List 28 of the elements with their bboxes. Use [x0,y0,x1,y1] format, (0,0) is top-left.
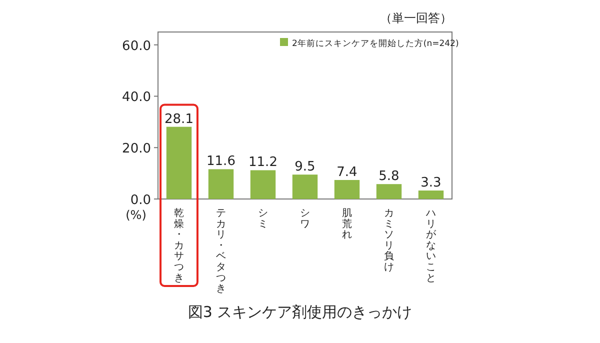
bar [334,180,360,199]
data-label: 9.5 [294,160,316,175]
x-tick-label: シミ [258,208,268,230]
x-tick-label: 乾燥・カサつき [174,207,184,284]
x-tick-label: テカリ・ベタつき [216,208,226,295]
x-tick-label: 肌荒れ [342,208,352,241]
bar [250,170,276,199]
bar [376,184,402,199]
data-label: 11.2 [248,155,278,170]
data-label: 3.3 [420,176,442,191]
text: 図3 スキンケア剤使用のきっかけ [188,303,412,321]
bar [418,190,444,199]
x-tick-label: ハリがないこと [425,208,437,284]
y-axis-title: (%) [126,208,146,222]
data-label: 7.4 [336,164,358,180]
data-label: 11.6 [206,154,236,170]
y-tick-label: 60.0 [122,38,151,54]
x-tick-label: シワ [300,208,310,230]
chart-subtitle: （単一回答） [380,11,452,25]
y-tick-label: 0.0 [130,193,151,208]
data-label: 5.8 [378,169,400,184]
y-tick-label: 40.0 [122,90,151,106]
y-tick-label: 20.0 [122,142,151,157]
x-tick-label: カミソリ負け [384,208,394,273]
bar [292,174,318,199]
bar [166,126,192,199]
bar [208,169,234,199]
data-label: 28.1 [164,112,194,127]
